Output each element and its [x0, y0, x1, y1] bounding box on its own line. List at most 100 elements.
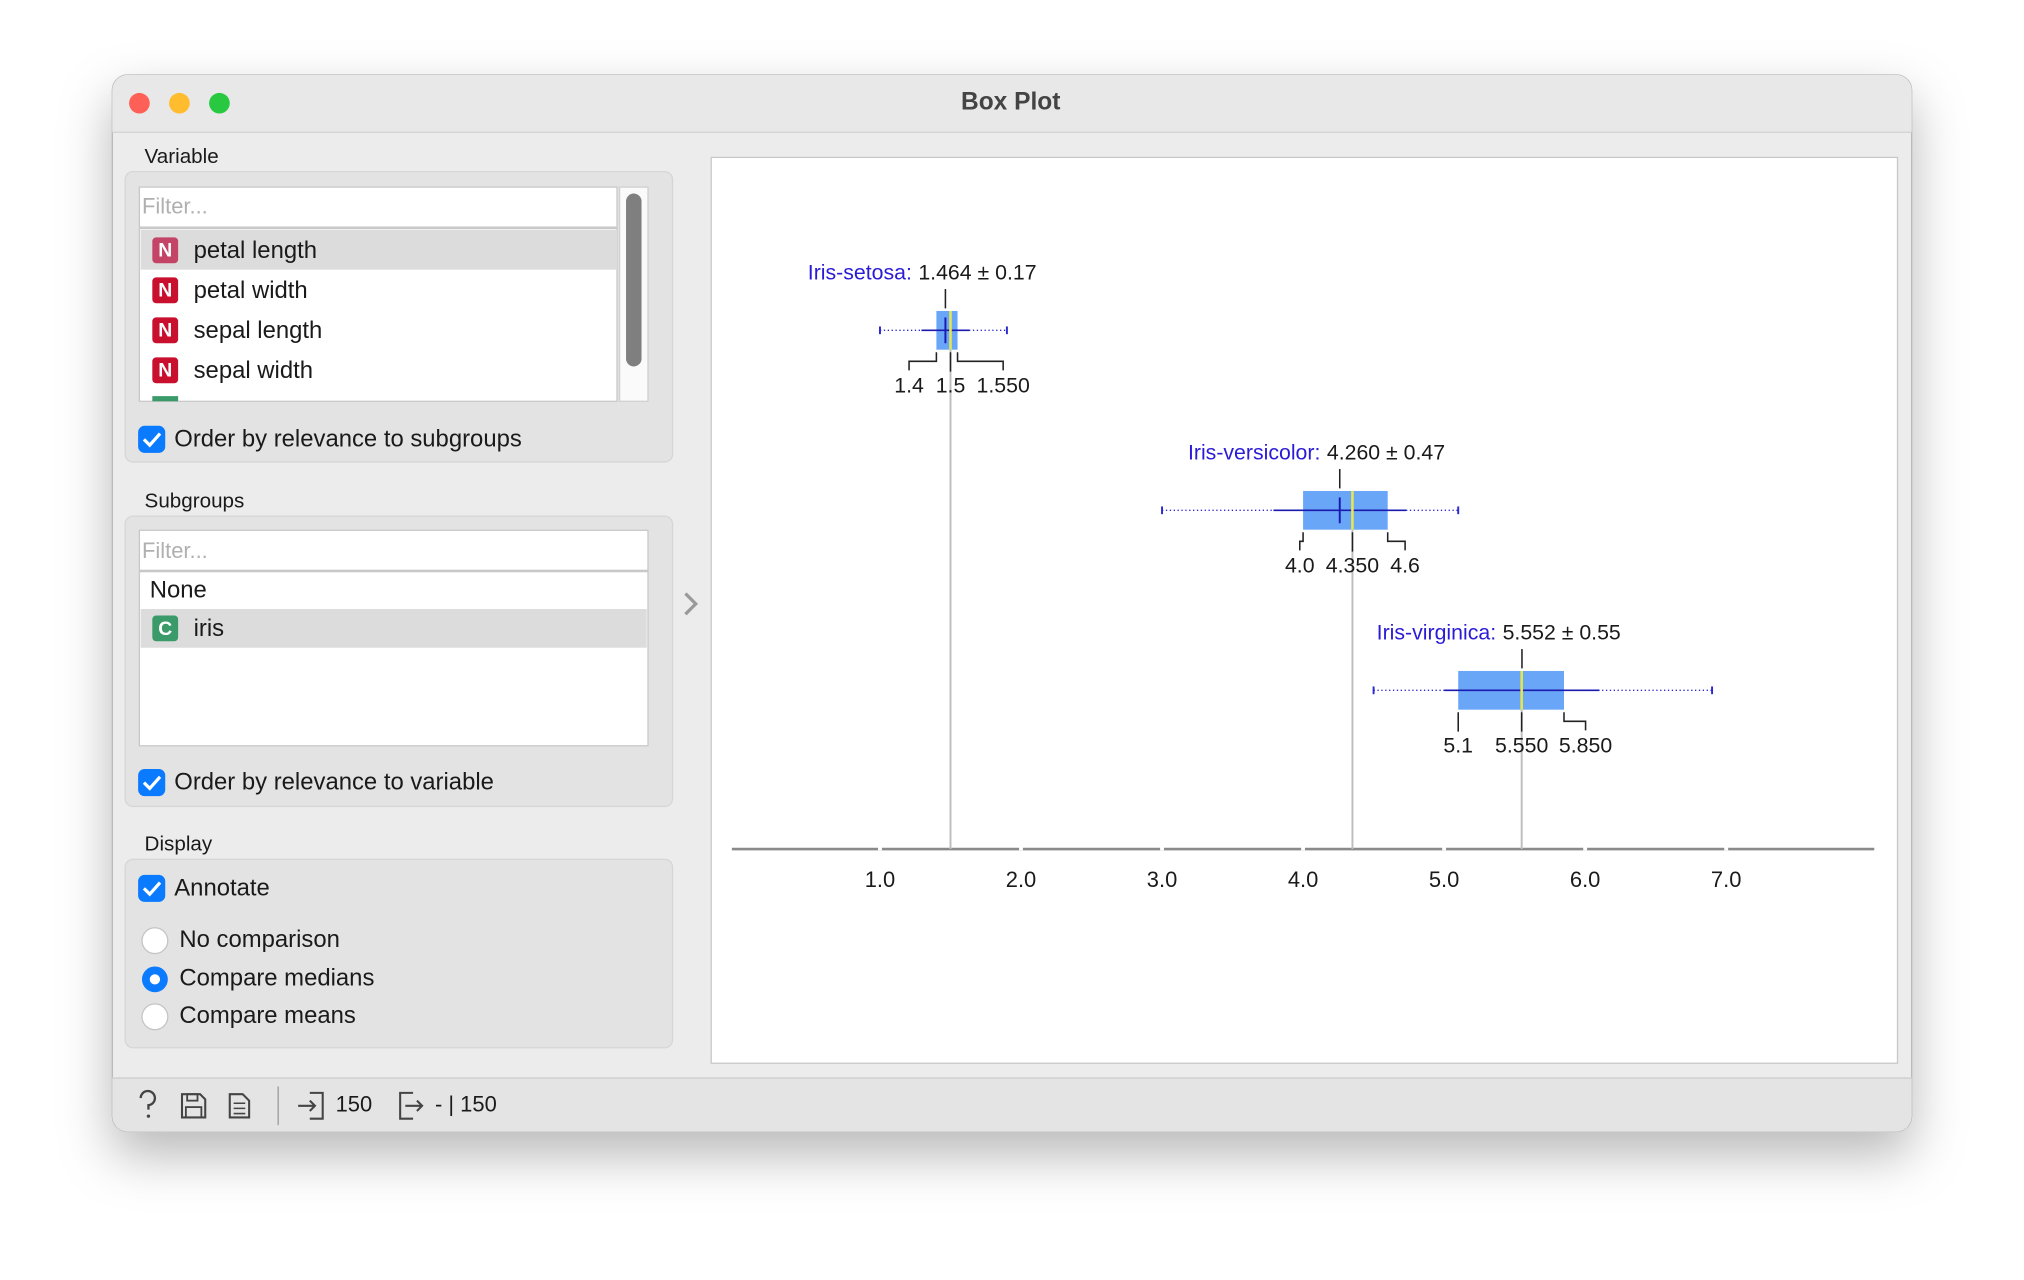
selected-row	[140, 229, 618, 270]
output-icon	[399, 1091, 424, 1120]
radio-circle	[141, 1003, 169, 1031]
box-group: Iris-versicolor: 4.260 ± 0.47 4.0 4.350 4.6	[1161, 440, 1460, 850]
filter-input[interactable]	[138, 186, 618, 228]
clipped-badge	[152, 396, 179, 402]
item-name: iris	[194, 615, 225, 642]
radio[interactable]: No comparison	[141, 926, 340, 955]
checkbox-label: Order by relevance to variable	[174, 769, 494, 796]
badge-text: N	[158, 360, 172, 382]
badge-text: C	[158, 618, 172, 640]
window: Box Plot Variable Filter... N petal leng…	[111, 74, 1913, 1133]
checkbox-box	[138, 425, 166, 453]
report-icon[interactable]	[228, 1093, 251, 1119]
quartile-label: 5.1	[1443, 734, 1473, 758]
quartile-label: 4.350	[1326, 554, 1379, 578]
checkmark	[142, 432, 162, 448]
x-tick-label: 2.0	[1006, 867, 1036, 892]
section-label: Subgroups	[145, 489, 245, 512]
checkbox-box	[138, 874, 166, 902]
box-group: Iris-virginica: 5.552 ± 0.55 5.1 5.550 5.850	[1372, 620, 1714, 850]
radio-circle	[141, 927, 169, 955]
variable-item[interactable]: N sepal length	[152, 317, 322, 344]
radio[interactable]: Compare medians	[141, 965, 374, 993]
checkmark	[142, 881, 162, 897]
annotation: Iris-versicolor: 4.260 ± 0.47	[1188, 440, 1445, 464]
checkbox-box	[138, 769, 166, 797]
minimize-button[interactable]	[169, 92, 190, 114]
window-title: Box Plot	[961, 89, 1060, 116]
box-plot: 1.0 2.0 3.0 4.0 5.0 6.0 7.0 Iris-setosa: 1.464 ±…	[731, 260, 1875, 892]
x-tick-label: 3.0	[1147, 867, 1177, 892]
radio[interactable]: Compare means	[141, 1002, 356, 1031]
badge	[152, 615, 179, 642]
filter-input[interactable]	[138, 529, 649, 571]
checkbox-label: Order by relevance to subgroups	[174, 425, 522, 452]
section-label: Variable	[145, 145, 219, 168]
quartile-label: 5.850	[1559, 734, 1612, 758]
checkbox[interactable]: Annotate	[138, 874, 270, 902]
subgroup-list	[138, 570, 649, 747]
group-name: Iris-virginica:	[1377, 620, 1496, 644]
quartile-label: 5.550	[1495, 734, 1548, 758]
variable-item[interactable]: N petal width	[152, 277, 308, 304]
title-bar	[112, 74, 1912, 132]
quartile-label: 4.6	[1390, 554, 1420, 578]
quartile-label: 1.550	[977, 374, 1030, 398]
help-icon[interactable]	[139, 1089, 157, 1118]
section-label: Display	[145, 833, 213, 856]
quartile-bracket	[1563, 712, 1587, 731]
checkbox[interactable]: Order by relevance to variable	[138, 769, 494, 797]
badge-text: N	[158, 280, 172, 302]
box-group: Iris-setosa: 1.464 ± 0.17 1.4 1.5 1.550	[808, 260, 1037, 850]
save-icon[interactable]	[180, 1093, 207, 1119]
collapse-arrow[interactable]	[684, 592, 699, 616]
radio-label: No comparison	[179, 926, 339, 953]
quartile-label: 1.5	[936, 374, 966, 398]
x-tick-label: 4.0	[1288, 867, 1318, 892]
x-tick-label: 5.0	[1429, 867, 1459, 892]
group-name: Iris-setosa:	[808, 260, 912, 284]
mean-sd-label: 5.552 ± 0.55	[1503, 620, 1621, 644]
radio-label: Compare medians	[179, 965, 374, 992]
badge	[152, 357, 179, 384]
item-name: sepal width	[194, 357, 313, 384]
x-tick-label: 6.0	[1570, 867, 1600, 892]
quartile-label: 4.0	[1285, 554, 1315, 578]
quartile-label: 1.4	[894, 374, 924, 398]
variable-item[interactable]: N petal length	[152, 237, 317, 264]
quartile-bracket	[1386, 532, 1406, 551]
x-tick-label: 1.0	[865, 867, 895, 892]
badge	[152, 317, 179, 344]
annotation: Iris-setosa: 1.464 ± 0.17	[808, 260, 1037, 284]
radio-dot	[149, 974, 161, 985]
variable-item[interactable]: N sepal width	[152, 357, 313, 384]
checkbox[interactable]: Order by relevance to subgroups	[138, 425, 522, 453]
quartile-bracket	[908, 352, 938, 371]
item-name[interactable]: None	[150, 576, 207, 603]
zoom-button[interactable]	[209, 92, 230, 114]
input-count: 150	[336, 1092, 373, 1117]
checkmark	[142, 775, 162, 791]
plot-area	[710, 156, 1899, 1064]
quartile-bracket	[1299, 532, 1304, 551]
filter-placeholder: Filter...	[142, 194, 208, 219]
close-button[interactable]	[129, 92, 150, 114]
filter-placeholder: Filter...	[142, 538, 208, 563]
item-name: petal length	[194, 237, 317, 264]
annotation: Iris-virginica: 5.552 ± 0.55	[1377, 620, 1621, 644]
group-name: Iris-versicolor:	[1188, 440, 1320, 464]
scroll-thumb[interactable]	[626, 193, 642, 367]
item-name: petal width	[194, 277, 308, 304]
badge	[152, 237, 179, 264]
item-name: sepal length	[194, 317, 323, 344]
x-tick-label: 7.0	[1711, 867, 1741, 892]
output-count: - | 150	[435, 1092, 497, 1117]
badge-text: N	[158, 320, 172, 342]
badge	[152, 277, 179, 304]
mean-sd-label: 1.464 ± 0.17	[918, 260, 1036, 284]
subgroup-item[interactable]: C iris	[152, 615, 224, 642]
input-icon	[298, 1091, 324, 1120]
checkbox-label: Annotate	[174, 874, 270, 901]
group-box	[124, 858, 674, 1049]
